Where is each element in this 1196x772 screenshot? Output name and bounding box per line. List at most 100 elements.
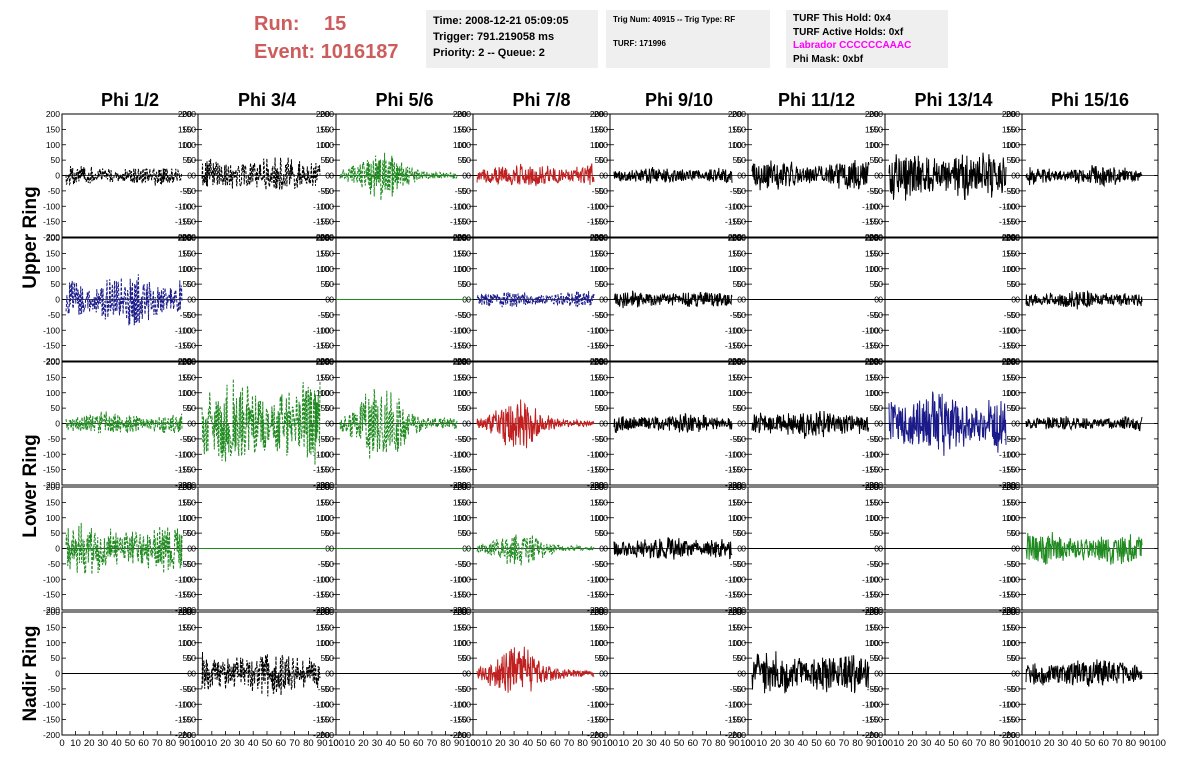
y-tick-label: 200 [320,109,334,119]
x-tick-label: 20 [770,738,781,749]
y-tick-label: 200 [316,482,330,492]
y-tick-label: 200 [728,357,742,367]
y-tick-label: -50 [734,559,747,569]
y-tick-label: 200 [1002,233,1016,243]
y-tick-label: -200 [999,730,1016,740]
y-tick-label: -100 [317,325,334,335]
x-tick-label: 30 [98,738,109,749]
y-tick-label: -200 [175,730,192,740]
y-tick-label: 50 [325,653,335,663]
y-tick-label: -100 [866,699,883,709]
y-tick-label: -150 [43,217,60,227]
x-tick-label: 30 [1058,738,1069,749]
y-tick-label: -200 [729,605,746,615]
y-tick-label: 0 [191,419,196,429]
y-tick-label: -50 [459,559,472,569]
run-label: Run: [254,13,300,35]
y-tick-label: -50 [596,559,609,569]
x-tick-label: 20 [220,738,231,749]
y-tick-label: 100 [320,638,334,648]
y-tick-label: 100 [1006,513,1020,523]
x-tick-label: 30 [509,738,520,749]
waveform-trace [201,378,321,465]
y-tick-label: -150 [866,217,883,227]
y-tick-label: -150 [179,341,196,351]
y-tick-label: 50 [737,653,747,663]
y-tick-label: -100 [725,699,742,709]
time-text: Time: 2008-12-21 05:09:05 [433,15,569,27]
y-tick-label: 0 [603,544,608,554]
y-tick-label: 50 [462,155,472,165]
y-tick-label: 200 [457,357,471,367]
x-tick-label: 20 [632,738,643,749]
y-tick-label: -150 [313,590,330,600]
x-tick-label: 40 [798,738,809,749]
x-tick-label: 50 [399,738,410,749]
y-tick-label: 50 [599,279,609,289]
y-tick-label: 100 [732,264,746,274]
waveform-trace [476,534,595,566]
y-tick-label: 100 [457,638,471,648]
y-tick-label: 200 [732,482,746,492]
x-tick-label: 80 [989,738,1000,749]
y-tick-label: 50 [183,279,193,289]
y-tick-label: -100 [866,201,883,211]
y-tick-label: -200 [866,232,883,242]
y-tick-label: 150 [320,248,334,258]
y-tick-label: -200 [587,605,604,615]
y-tick-label: -50 [871,310,884,320]
x-tick-label: 10 [619,738,630,749]
y-tick-label: -50 [734,186,747,196]
x-tick-label: 80 [440,738,451,749]
trigger-text: Trigger: 791.219058 ms [433,31,555,43]
y-tick-label: 150 [320,124,334,134]
x-tick-label: 10 [893,738,904,749]
y-tick-label: -50 [455,684,468,694]
y-tick-label: -50 [459,684,472,694]
y-tick-label: 0 [55,419,60,429]
y-tick-label: -200 [1003,605,1020,615]
y-tick-label: 200 [1006,109,1020,119]
y-tick-label: -50 [1008,186,1021,196]
y-tick-label: 200 [178,357,192,367]
y-tick-label: 50 [595,403,605,413]
y-tick-label: -50 [48,684,61,694]
x-tick-label: 10 [344,738,355,749]
y-tick-label: -100 [43,449,60,459]
y-tick-label: -150 [175,590,192,600]
y-tick-label: 50 [874,653,884,663]
y-tick-label: -200 [313,605,330,615]
y-tick-label: 150 [594,622,608,632]
y-tick-label: -50 [180,684,193,694]
turf-active-text: TURF Active Holds: 0xf [793,26,904,38]
x-tick-label: 90 [729,738,740,749]
y-tick-label: 150 [869,124,883,134]
y-tick-label: -150 [862,217,879,227]
y-tick-label: 100 [316,513,330,523]
y-tick-label: 100 [869,638,883,648]
y-tick-label: -50 [871,684,884,694]
y-tick-label: -150 [999,341,1016,351]
y-tick-label: -150 [1003,341,1020,351]
y-tick-label: -150 [175,341,192,351]
turf-text: TURF: 171996 [613,39,666,48]
y-tick-label: -200 [587,730,604,740]
y-tick-label: -50 [180,559,193,569]
y-tick-label: 50 [51,155,61,165]
y-tick-label: -100 [866,449,883,459]
y-tick-label: -150 [587,465,604,475]
y-tick-label: 200 [732,109,746,119]
y-tick-label: -100 [450,201,467,211]
y-tick-label: -100 [591,449,608,459]
y-tick-label: -100 [591,574,608,584]
y-tick-label: 150 [1002,497,1016,507]
y-tick-label: 200 [316,607,330,617]
y-tick-label: -100 [729,574,746,584]
y-tick-label: 50 [187,155,197,165]
y-tick-label: 200 [590,482,604,492]
y-tick-label: 0 [466,295,471,305]
y-tick-label: 0 [191,171,196,181]
y-tick-label: -200 [862,356,879,366]
y-tick-label: -200 [591,356,608,366]
